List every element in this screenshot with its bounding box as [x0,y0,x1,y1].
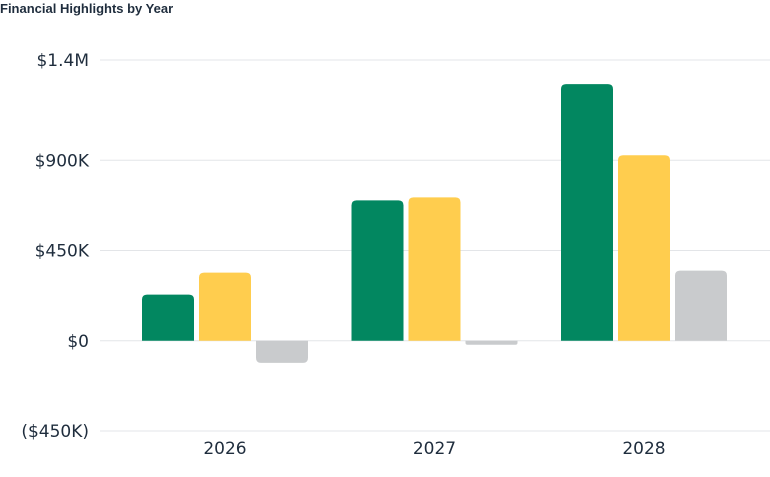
bar-2026-series-1 [142,294,194,341]
chart-title: Financial Highlights by Year [0,1,174,16]
x-tick-label: 2028 [622,439,665,459]
bar-2026-series-3 [256,340,308,363]
bars [142,84,727,363]
bar-2026-series-2 [199,272,251,341]
bar-2028-series-3 [675,270,727,341]
y-tick-label: $450K [35,242,90,262]
x-tick-label: 2026 [203,439,246,459]
y-tick-label: $0 [67,332,89,352]
x-axis-ticks: 2026 2027 2028 [203,439,665,459]
x-tick-label: 2027 [413,439,456,459]
bar-2028-series-1 [561,84,613,341]
y-tick-label: ($450K) [21,422,89,442]
bar-2027-series-3 [465,340,518,345]
y-axis-ticks: $1.4M $900K $450K $0 ($450K) [21,51,90,442]
bar-2027-series-2 [408,197,461,341]
bar-2028-series-2 [618,155,670,341]
bar-2027-series-1 [351,200,404,341]
y-tick-label: $900K [35,151,90,171]
y-tick-label: $1.4M [36,51,89,71]
